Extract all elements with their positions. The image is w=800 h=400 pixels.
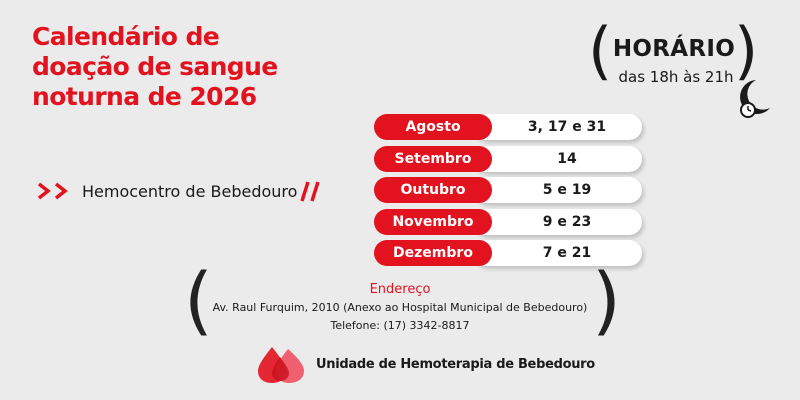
calendar-days: 9 e 23 (542, 213, 592, 230)
calendar-month: Agosto (374, 114, 492, 140)
location-label: Hemocentro de Bebedouro (36, 178, 323, 204)
title-line-3: noturna de 2026 (32, 82, 257, 111)
right-parenthesis-decoration: ) (734, 14, 759, 87)
moon-clock-icon (740, 80, 770, 118)
double-chevron-right-icon (37, 182, 68, 200)
title-line-1: Calendário de (32, 22, 220, 51)
calendar-month: Setembro (374, 145, 492, 172)
calendar-month: Dezembro (374, 240, 492, 266)
left-parenthesis-decoration: ( (184, 258, 213, 344)
days-pill (474, 240, 642, 266)
address-heading: Endereço (369, 282, 431, 297)
address-box: ( ) Endereço Av. Raul Furquim, 2010 (Ane… (184, 258, 621, 344)
schedule-time: das 18h às 21h (618, 68, 734, 86)
calendar-month: Novembro (374, 208, 492, 235)
left-parenthesis-decoration: ( (588, 14, 613, 87)
schedule-label: HORÁRIO (612, 36, 736, 62)
address-phone: Telefone: (17) 3342-8817 (330, 319, 470, 332)
days-pill (474, 208, 642, 235)
address-line: Av. Raul Furquim, 2010 (Anexo ao Hospita… (212, 301, 588, 314)
days-pill (474, 114, 642, 140)
days-pill (474, 177, 642, 203)
blood-drop-logo (258, 347, 304, 383)
calendar-days: 14 (557, 150, 577, 167)
footer-brand: Unidade de Hemoterapia de Bebedouro (254, 342, 595, 386)
donation-calendar: 3, 17 e 31 Agosto 14 Setembro 5 e 19 Out… (374, 114, 642, 272)
page-title: Calendário de doação de sangue noturna d… (32, 22, 332, 112)
days-pill (474, 145, 642, 172)
calendar-days: 5 e 19 (542, 182, 592, 198)
unit-name: Unidade de Hemoterapia de Bebedouro (316, 356, 595, 372)
double-slash-icon (300, 181, 321, 202)
schedule-box: ( ) HORÁRIO das 18h às 21h (588, 14, 774, 118)
calendar-month: Outubro (374, 177, 492, 203)
calendar-row: 5 e 19 Outubro (374, 177, 642, 203)
calendar-row: 3, 17 e 31 Agosto (374, 114, 642, 140)
calendar-days: 7 e 21 (542, 245, 592, 261)
right-parenthesis-decoration: ) (592, 258, 621, 344)
calendar-row: 7 e 21 Dezembro (374, 240, 642, 266)
location-name: Hemocentro de Bebedouro (82, 181, 298, 201)
calendar-row: 9 e 23 Novembro (374, 208, 642, 235)
calendar-row: 14 Setembro (374, 145, 642, 172)
title-line-2: doação de sangue (32, 52, 278, 81)
calendar-days: 3, 17 e 31 (527, 119, 607, 135)
